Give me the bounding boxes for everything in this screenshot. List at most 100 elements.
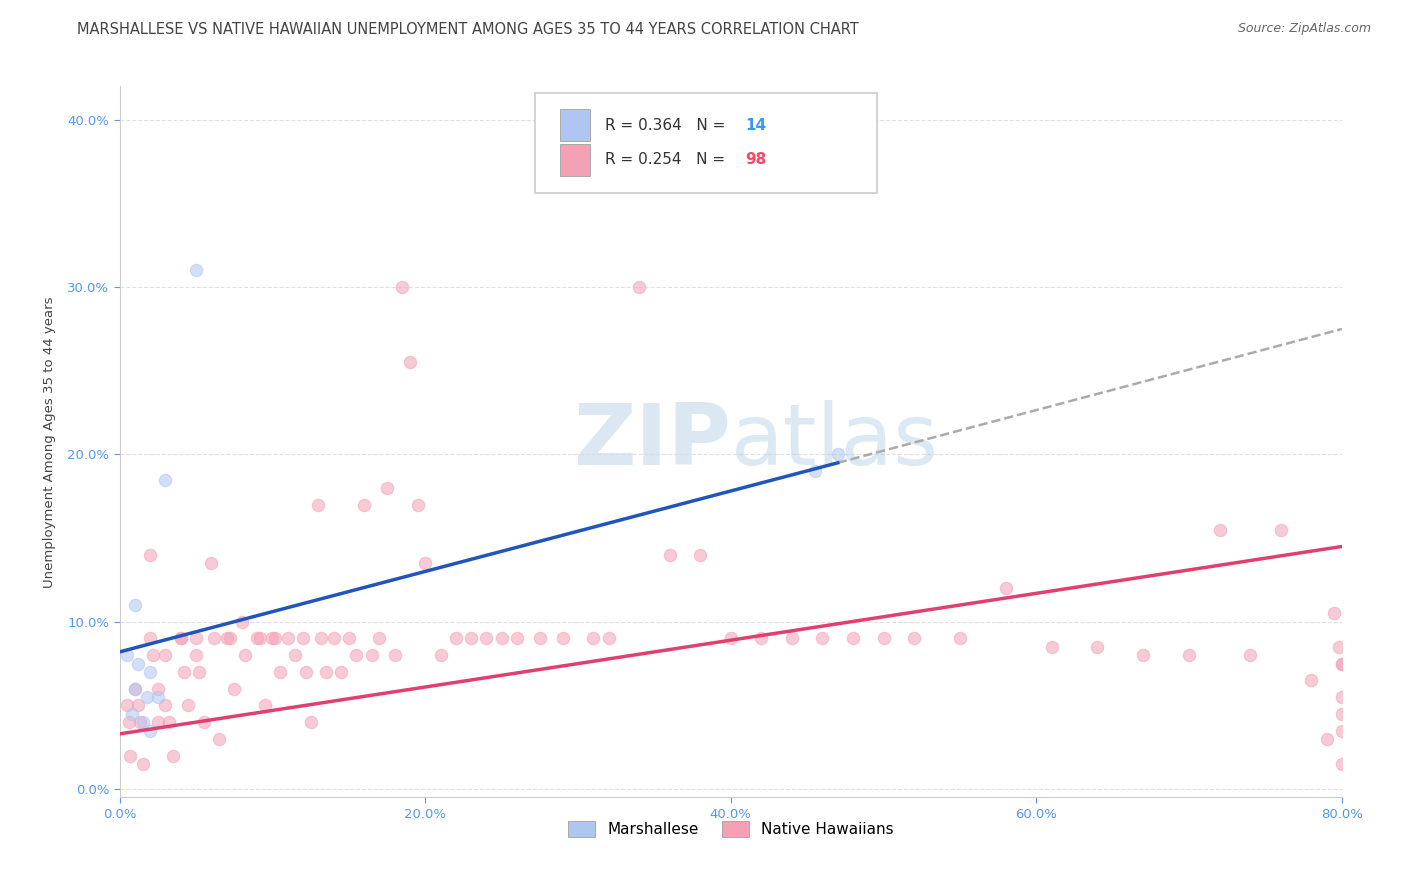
Point: [391, 280, 413, 294]
Point: [269, 665, 291, 679]
Point: [127, 657, 149, 671]
Point: [994, 582, 1017, 596]
Point: [124, 681, 146, 696]
Point: [1178, 648, 1201, 663]
Legend: Marshallese, Native Hawaiians: Marshallese, Native Hawaiians: [561, 815, 900, 843]
Point: [139, 723, 162, 738]
Point: [811, 632, 834, 646]
Point: [177, 698, 200, 713]
Point: [384, 648, 406, 663]
Point: [142, 648, 165, 663]
Text: Source: ZipAtlas.com: Source: ZipAtlas.com: [1237, 22, 1371, 36]
Point: [330, 665, 353, 679]
Text: ZIP: ZIP: [574, 401, 731, 483]
Point: [224, 681, 246, 696]
Point: [218, 632, 240, 646]
Point: [249, 632, 271, 646]
Point: [460, 632, 482, 646]
Point: [346, 648, 368, 663]
Text: R = 0.254   N =: R = 0.254 N =: [605, 153, 730, 167]
Point: [146, 690, 169, 704]
FancyBboxPatch shape: [560, 144, 591, 176]
Point: [170, 632, 193, 646]
Point: [582, 632, 605, 646]
Point: [827, 447, 849, 461]
Point: [124, 681, 146, 696]
Point: [127, 698, 149, 713]
Point: [139, 548, 162, 562]
Point: [413, 556, 436, 570]
Point: [720, 632, 742, 646]
Point: [202, 632, 225, 646]
Point: [1316, 731, 1339, 746]
Point: [208, 731, 231, 746]
Point: [117, 698, 139, 713]
Point: [184, 263, 207, 277]
Point: [155, 698, 177, 713]
Point: [299, 715, 322, 730]
Point: [170, 632, 193, 646]
Point: [872, 632, 894, 646]
Point: [188, 665, 211, 679]
Point: [842, 632, 865, 646]
Point: [128, 715, 150, 730]
Point: [598, 632, 620, 646]
Point: [193, 715, 215, 730]
Point: [311, 632, 333, 646]
Point: [1323, 607, 1346, 621]
Point: [1087, 640, 1109, 654]
Point: [780, 632, 803, 646]
Point: [529, 632, 551, 646]
Point: [118, 715, 141, 730]
Point: [491, 632, 513, 646]
Point: [1330, 657, 1353, 671]
Point: [1330, 657, 1353, 671]
Point: [315, 665, 337, 679]
Point: [1330, 690, 1353, 704]
Point: [551, 632, 574, 646]
Point: [1327, 640, 1350, 654]
Point: [1239, 648, 1261, 663]
Point: [200, 556, 222, 570]
Text: 98: 98: [745, 153, 766, 167]
Point: [429, 648, 451, 663]
Point: [231, 615, 253, 629]
Point: [215, 632, 238, 646]
Point: [1132, 648, 1154, 663]
Point: [628, 280, 651, 294]
Point: [1330, 706, 1353, 721]
Point: [1301, 673, 1323, 688]
Point: [157, 715, 180, 730]
Point: [277, 632, 299, 646]
Point: [475, 632, 498, 646]
Point: [146, 715, 169, 730]
Point: [120, 748, 142, 763]
Point: [184, 648, 207, 663]
Point: [506, 632, 529, 646]
Point: [295, 665, 318, 679]
Point: [184, 632, 207, 646]
Point: [1209, 523, 1232, 537]
Point: [246, 632, 269, 646]
Point: [903, 632, 925, 646]
Point: [155, 473, 177, 487]
Point: [1270, 523, 1292, 537]
Point: [307, 498, 329, 512]
Text: R = 0.364   N =: R = 0.364 N =: [605, 118, 730, 133]
Point: [131, 715, 153, 730]
Point: [264, 632, 287, 646]
Point: [139, 632, 162, 646]
Point: [375, 481, 398, 495]
Point: [949, 632, 972, 646]
Point: [322, 632, 344, 646]
Point: [1040, 640, 1063, 654]
Point: [146, 681, 169, 696]
FancyBboxPatch shape: [536, 94, 877, 193]
Point: [155, 648, 177, 663]
Point: [131, 756, 153, 771]
Point: [337, 632, 360, 646]
Point: [360, 648, 382, 663]
Text: 14: 14: [745, 118, 766, 133]
Point: [1330, 756, 1353, 771]
Point: [751, 632, 773, 646]
